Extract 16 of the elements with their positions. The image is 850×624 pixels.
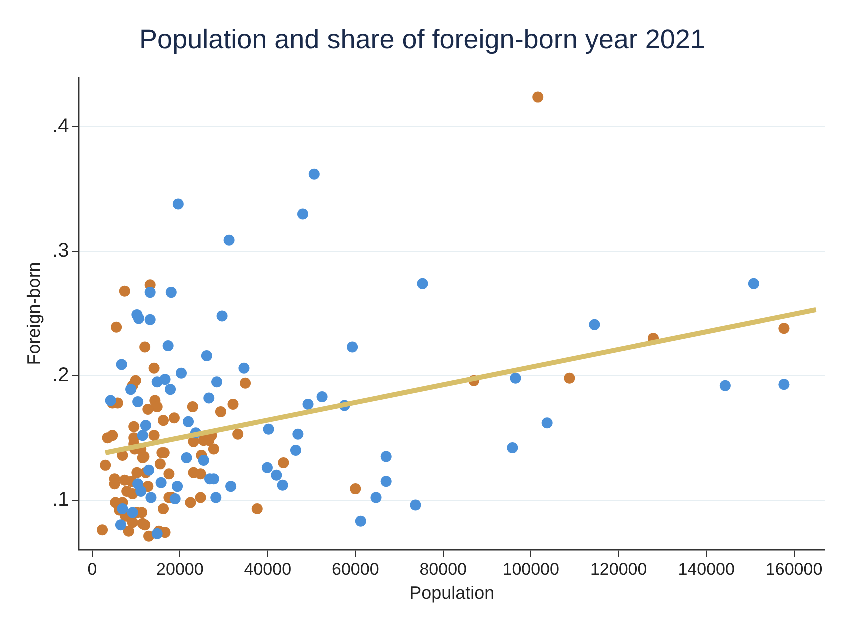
y-tick-label: .4 [52,116,70,138]
x-tick-label: 40000 [244,560,292,579]
x-tick-label: 120000 [590,560,648,579]
y-tick-label: .2 [52,364,70,386]
x-tick-label: 20000 [156,560,204,579]
x-tick-label: 60000 [332,560,380,579]
x-tick-label: 100000 [502,560,560,579]
chart-title: Population and share of foreign-born year 2021 [140,24,706,55]
x-tick-label: 160000 [766,560,823,579]
y-tick-label: .3 [52,240,70,262]
x-axis-title: Population [410,583,495,604]
y-tick-label: .1 [52,488,70,511]
y-axis-title: Foreign-born [24,262,44,366]
x-tick-label: 140000 [678,560,735,579]
x-tick-label: 80000 [420,560,468,579]
x-tick-label: 0 [88,560,98,579]
